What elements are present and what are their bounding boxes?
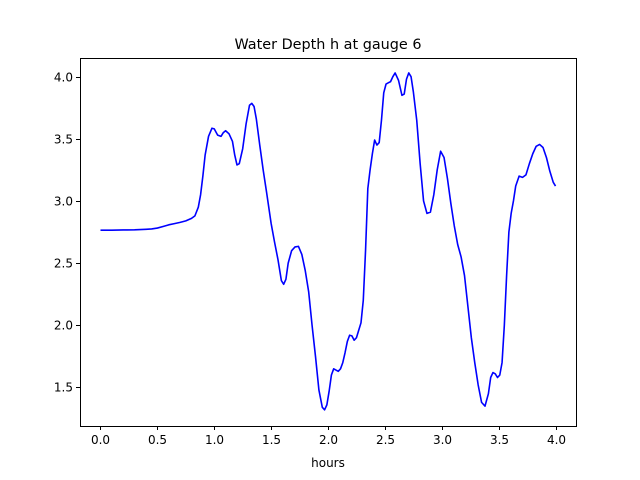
x-axis: 0.0 0.5 1.0 1.5 2.0 2.5 3.0 3.5 4.0 [91,426,566,447]
x-tick-label-0: 0.0 [91,433,110,447]
x-axis-label: hours [311,456,345,470]
axes-frame [80,58,577,427]
x-tick-label-1: 0.5 [148,433,167,447]
x-tick-label-7: 3.5 [490,433,509,447]
x-tick-label-2: 1.0 [205,433,224,447]
x-tick-label-4: 2.0 [319,433,338,447]
plot-area [100,72,557,411]
chart-title: Water Depth h at gauge 6 [234,37,421,53]
y-tick-label-1: 2.0 [54,319,73,333]
y-tick-label-2: 2.5 [54,257,73,271]
y-tick-label-5: 4.0 [54,71,73,85]
x-tick-label-6: 3.0 [433,433,452,447]
y-tick-label-3: 3.0 [54,195,73,209]
series-line-0 [100,72,557,411]
y-tick-label-4: 3.5 [54,133,73,147]
x-tick-label-5: 2.5 [376,433,395,447]
x-tick-label-3: 1.5 [262,433,281,447]
y-tick-label-0: 1.5 [54,381,73,395]
x-tick-label-8: 4.0 [547,433,566,447]
y-axis: 1.5 2.0 2.5 3.0 3.5 4.0 [54,71,80,395]
